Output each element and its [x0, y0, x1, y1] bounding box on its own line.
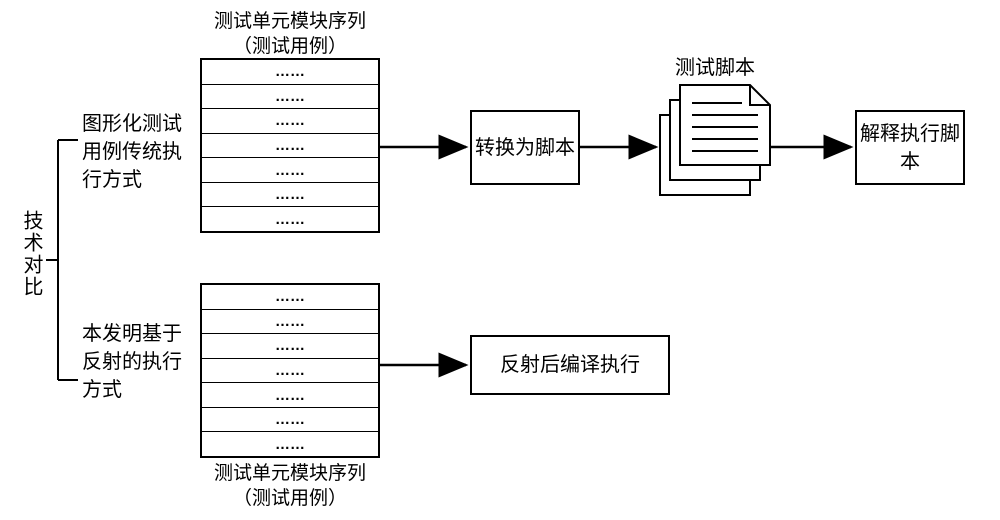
- bracket: [46, 140, 78, 380]
- interpret-box: 解释执行脚本: [855, 110, 965, 185]
- tech-compare-label: 技术对比: [20, 210, 46, 320]
- stack-title-bottom: 测试单元模块序列（测试用例）: [200, 462, 380, 511]
- convert-box: 转换为脚本: [470, 110, 580, 185]
- script-doc-label: 测试脚本: [655, 55, 775, 81]
- stack-row: ……: [202, 207, 378, 231]
- script-doc-icon: [660, 85, 770, 195]
- stack-row: ……: [202, 285, 378, 310]
- stack-row: ……: [202, 109, 378, 134]
- stack-row: ……: [202, 334, 378, 359]
- module-stack-bottom: …… …… …… …… …… …… ……: [200, 283, 380, 458]
- stack-row: ……: [202, 359, 378, 384]
- arrows: [380, 147, 851, 365]
- stack-row: ……: [202, 183, 378, 208]
- stack-title-top: 测试单元模块序列（测试用例）: [200, 10, 380, 59]
- stack-row: ……: [202, 408, 378, 433]
- branch-bottom-label: 本发明基于反射的执行方式: [82, 320, 192, 404]
- diagram-overlay: [0, 0, 1000, 520]
- stack-row: ……: [202, 158, 378, 183]
- branch-top-label: 图形化测试用例传统执行方式: [82, 110, 192, 194]
- stack-row: ……: [202, 85, 378, 110]
- stack-row: ……: [202, 310, 378, 335]
- reflect-exec-box: 反射后编译执行: [470, 335, 670, 395]
- stack-row: ……: [202, 383, 378, 408]
- stack-row: ……: [202, 60, 378, 85]
- module-stack-top: …… …… …… …… …… …… ……: [200, 58, 380, 233]
- stack-row: ……: [202, 134, 378, 159]
- stack-row: ……: [202, 432, 378, 456]
